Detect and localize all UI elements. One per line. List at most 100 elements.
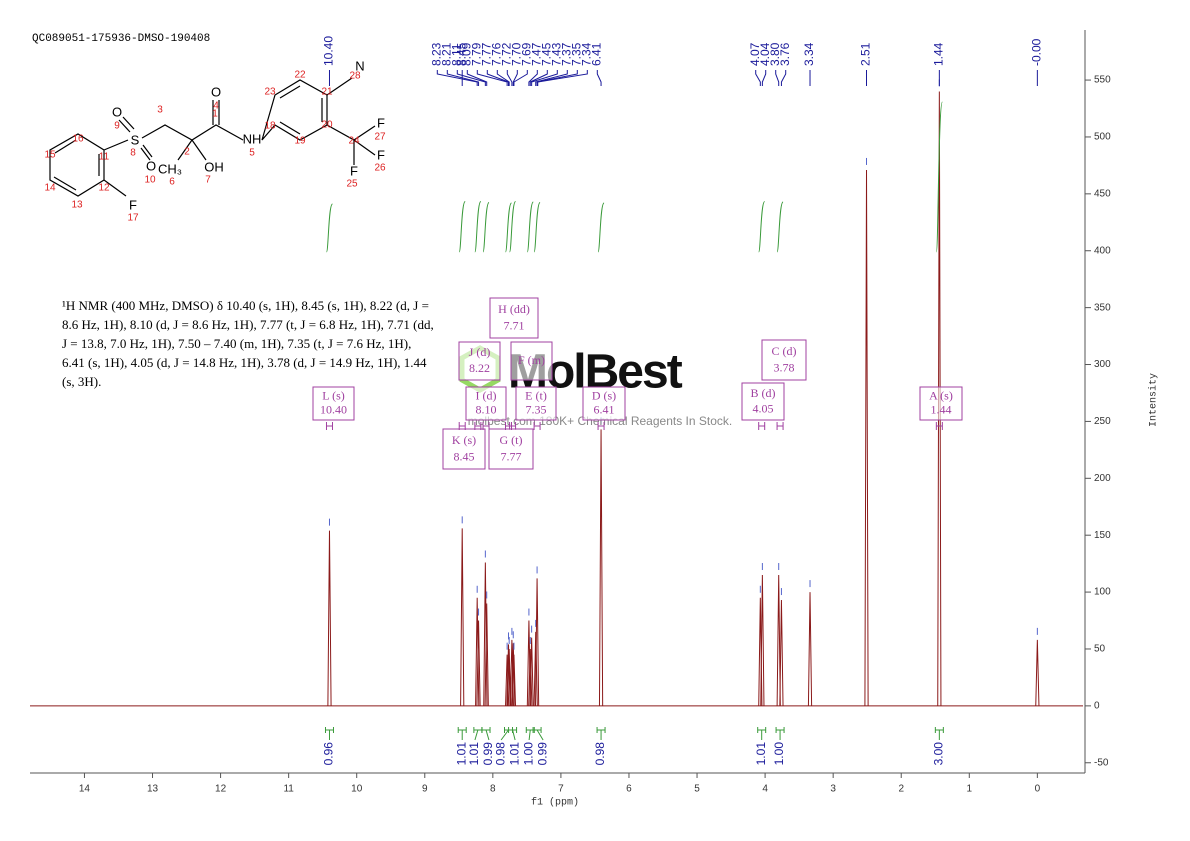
- atom-number: 2: [184, 147, 190, 158]
- peak: [776, 575, 781, 706]
- peak-label: 7.37: [559, 42, 573, 66]
- atom-number: 20: [321, 120, 333, 131]
- peak-label-connector: [529, 70, 548, 86]
- integral-bracket: [525, 727, 535, 741]
- atom-number: 6: [169, 177, 175, 188]
- structure: O S O CH₃ OH O NH F F F F N: [49, 58, 385, 212]
- peak-label: 3.80: [768, 42, 782, 66]
- integral-curve: [458, 201, 466, 253]
- x-tick-label: 8: [490, 784, 496, 795]
- peak-label-connector: [596, 70, 602, 86]
- peak-label-connector: [531, 70, 558, 86]
- peak: [475, 597, 480, 706]
- peak: [864, 169, 869, 706]
- integral-label: 0.99: [535, 742, 549, 766]
- integral-curve: [935, 101, 943, 253]
- atom: S: [131, 132, 140, 147]
- peak-label: 7.43: [549, 42, 563, 66]
- integral-bracket: [457, 727, 467, 740]
- peak: [598, 429, 604, 706]
- x-tick-label: 7: [558, 784, 564, 795]
- peak-label-connector: [513, 70, 528, 86]
- multiplet-marker: [776, 422, 784, 430]
- atom-number: 28: [349, 71, 361, 82]
- atom-number: 24: [348, 136, 360, 147]
- integral-curve: [474, 201, 482, 253]
- multiplet-shift: 6.41: [594, 403, 615, 417]
- integral-label: 3.00: [932, 742, 946, 766]
- integral-bracket: [473, 727, 483, 741]
- peak: [506, 644, 511, 706]
- y-tick-label: 550: [1094, 75, 1111, 86]
- peak: [529, 637, 534, 706]
- peak: [484, 603, 489, 706]
- peak-label: 1.44: [932, 42, 946, 66]
- x-tick-label: 11: [283, 784, 294, 795]
- peak: [511, 654, 517, 706]
- multiplet-name: B (d): [751, 386, 776, 400]
- multiplet-name: L (s): [322, 389, 345, 403]
- atom: F: [377, 147, 385, 162]
- peak: [483, 562, 488, 706]
- multiplet-marker: [597, 422, 605, 430]
- peak-label: -0.00: [1030, 38, 1044, 66]
- y-tick-label: 200: [1094, 473, 1111, 484]
- peak-label: 7.72: [499, 42, 513, 66]
- integral-label: 0.98: [593, 742, 607, 766]
- peak-label-connector: [512, 70, 518, 86]
- peak-label-connector: [536, 70, 578, 86]
- x-tick-label: 13: [147, 784, 159, 795]
- atom: F: [350, 163, 358, 178]
- bonds: [49, 77, 376, 197]
- atom-number: 12: [98, 183, 110, 194]
- multiplet-box: [465, 386, 507, 421]
- peak-label-connector: [446, 70, 480, 86]
- peak: [526, 620, 532, 706]
- multiplet-shift: 8.10: [476, 403, 497, 417]
- atom: F: [377, 115, 385, 130]
- multiplet-shift: 8.22: [469, 361, 490, 375]
- peak-label: 7.47: [529, 42, 543, 66]
- peak: [534, 578, 540, 706]
- x-tick-label: 5: [694, 784, 700, 795]
- y-tick-label: 0: [1094, 701, 1100, 712]
- integral-bracket: [596, 727, 606, 740]
- x-tick-label: 3: [830, 784, 836, 795]
- multiplet-marker: [935, 422, 943, 430]
- atom-number: 1: [212, 109, 218, 120]
- multiplet-name: A (s): [929, 389, 953, 403]
- multiplet-shift: 8.45: [454, 450, 475, 464]
- multiplet-box: [761, 339, 807, 381]
- peak-label-connector: [780, 70, 787, 86]
- x-tick-label: 10: [351, 784, 363, 795]
- atom-number: 23: [264, 87, 276, 98]
- integral-curve: [325, 203, 333, 253]
- atom-number: 10: [144, 175, 156, 186]
- multiplet-name: I (d): [476, 389, 497, 403]
- peak-label-connector: [755, 70, 761, 86]
- peak-label: 8.21: [439, 42, 453, 66]
- peak-label-connector: [528, 70, 538, 86]
- peak-label: 7.69: [519, 42, 533, 66]
- multiplet-name: K (s): [452, 433, 476, 447]
- multiplet-shift: 3.78: [774, 361, 795, 375]
- peak-label-connector: [436, 70, 478, 86]
- peak-label: 7.70: [509, 42, 523, 66]
- y-tick-label: 100: [1094, 587, 1111, 598]
- peak-label: 8.23: [429, 42, 443, 66]
- multiplet-box: [741, 382, 785, 421]
- atom-number: 16: [72, 134, 84, 145]
- multiplet-box: [489, 297, 539, 339]
- y-tick-label: 400: [1094, 245, 1111, 256]
- y-tick-label: 250: [1094, 416, 1111, 427]
- multiplet-box: [582, 386, 626, 421]
- peak-label: 10.40: [322, 36, 336, 66]
- integral-bracket: [532, 727, 544, 741]
- integral-bracket: [757, 727, 767, 740]
- integral-curve: [597, 202, 605, 253]
- peak-label: 8.09: [459, 42, 473, 66]
- x-tick-label: 0: [1035, 784, 1041, 795]
- atom: O: [112, 104, 122, 119]
- multiplet-marker: [758, 422, 766, 430]
